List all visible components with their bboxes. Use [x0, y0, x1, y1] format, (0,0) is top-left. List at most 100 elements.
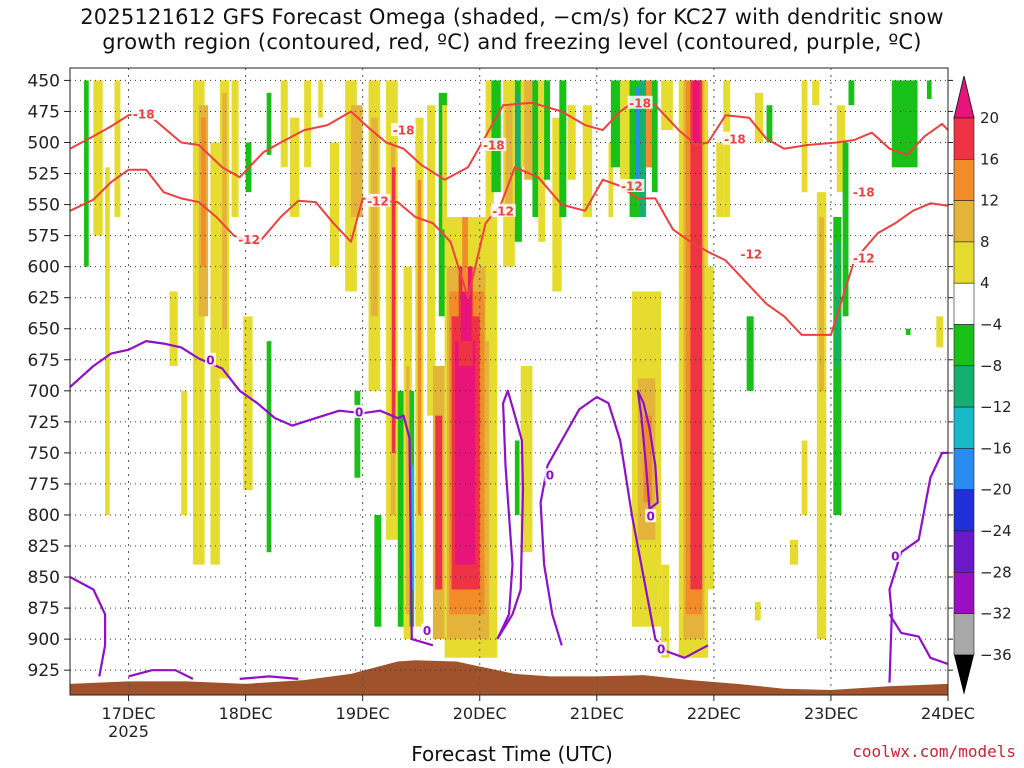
colorbar-label-6: −8 — [980, 357, 1002, 375]
omega-cell-42 — [435, 415, 443, 590]
colorbar-label-10: −24 — [980, 522, 1012, 540]
omega-cell-69 — [610, 80, 621, 168]
omega-cell-73 — [638, 80, 646, 217]
y-tick-label-525: 525 — [28, 165, 60, 185]
dgz-contour--18-0 — [69, 98, 949, 181]
colorbar-label-5: −4 — [980, 316, 1002, 334]
x-tick-label-21DEC: 21DEC — [570, 704, 624, 723]
freezing-contour-4 — [69, 576, 107, 677]
freezing-contour-8 — [888, 613, 949, 666]
omega-cell-85 — [692, 80, 700, 143]
contour-label-3: -18 — [629, 96, 651, 110]
contour-label-bg-13 — [353, 404, 365, 418]
colorbar-label-9: −20 — [980, 481, 1012, 499]
contour-label-0: -18 — [133, 107, 155, 121]
omega-cell-59 — [532, 80, 539, 217]
colorbar-label-0: 20 — [980, 109, 999, 127]
omega-cell-74 — [645, 80, 653, 168]
omega-cell-26 — [370, 117, 378, 317]
y-tick-label-650: 650 — [28, 320, 60, 340]
omega-cell-8 — [201, 117, 206, 267]
contour-label-18: 0 — [891, 549, 899, 563]
colorbar-label-8: −16 — [980, 439, 1012, 457]
x-tick-label-22DEC: 22DEC — [687, 704, 741, 723]
omega-cell-68 — [608, 142, 614, 217]
omega-cell-95 — [801, 440, 808, 515]
contour-label-bg-6 — [236, 232, 262, 246]
omega-cell-35 — [411, 465, 415, 590]
source-credit: coolwx.com/models — [852, 742, 1016, 761]
omega-cell-1 — [93, 80, 103, 236]
freezing-contours — [69, 340, 949, 683]
omega-cell-54 — [505, 105, 513, 217]
x-tick-label-20DEC: 20DEC — [453, 704, 507, 723]
omega-cell-65 — [514, 440, 520, 515]
omega-cell-97 — [816, 192, 827, 640]
colorbar-swatch-c8_12 — [953, 200, 975, 243]
omega-cell-63 — [559, 80, 567, 217]
omega-cell-24 — [354, 390, 361, 478]
contour-label-bg-3 — [627, 95, 653, 109]
y-tick-label-450: 450 — [28, 71, 60, 91]
contour-label-bg-18 — [889, 548, 901, 562]
colorbar-swatch-cm12_m16 — [953, 406, 975, 449]
colorbar-bottom-arrow — [954, 654, 974, 695]
contour-label-2: -18 — [483, 138, 505, 152]
omega-cell-38 — [427, 105, 436, 416]
omega-cell-13 — [243, 316, 253, 491]
freezing-contour-6 — [239, 675, 299, 680]
y-tick-label-875: 875 — [28, 599, 60, 619]
y-tick-label-900: 900 — [28, 630, 60, 650]
contour-label-bg-15 — [544, 468, 556, 482]
contour-label-bg-8 — [490, 203, 516, 217]
omega-shading-layer — [84, 80, 944, 658]
y-tick-label-600: 600 — [28, 258, 60, 278]
y-tick-label-800: 800 — [28, 506, 60, 526]
omega-cell-80 — [661, 564, 670, 658]
omega-cell-27 — [374, 514, 382, 627]
contour-label-12: 0 — [206, 353, 214, 367]
y-tick-label-750: 750 — [28, 444, 60, 464]
contour-label-bg-12 — [204, 352, 216, 366]
omega-cell-106 — [926, 80, 932, 100]
contour-label-bg-10 — [738, 247, 764, 261]
colorbar-label-4: 4 — [980, 274, 990, 292]
omega-cell-15 — [266, 92, 272, 155]
y-axis: 450 475 500 525 550 575 600 625 650 675 700 725 750 7… — [28, 71, 953, 681]
freezing-contour-7 — [888, 451, 948, 683]
omega-cell-62 — [552, 117, 562, 292]
omega-cell-23 — [350, 105, 363, 217]
y-tick-label-675: 675 — [28, 351, 60, 371]
colorbar-swatch-c12_16 — [953, 159, 975, 201]
omega-cell-103 — [848, 80, 855, 106]
omega-cell-0 — [84, 80, 89, 267]
omega-cell-18 — [290, 117, 300, 217]
colorbar-swatch-cm24_m28 — [953, 530, 975, 573]
colorbar-label-7: −12 — [980, 398, 1012, 416]
omega-cell-104 — [891, 80, 918, 168]
omega-cell-37 — [417, 179, 422, 515]
omega-cell-49 — [461, 266, 472, 342]
contour-label-bg-11 — [851, 250, 877, 264]
omega-cell-19 — [304, 80, 312, 168]
omega-cell-89 — [746, 316, 754, 391]
contour-label-15: 0 — [546, 469, 554, 483]
freezing-contour-1 — [496, 389, 525, 640]
colorbar-label-1: 16 — [980, 150, 999, 168]
omega-cell-71 — [629, 80, 639, 217]
omega-cell-87 — [716, 142, 724, 217]
colorbar-label-3: 8 — [980, 233, 990, 251]
omega-cell-64 — [520, 365, 533, 553]
freezing-contour-3 — [636, 389, 659, 510]
omega-cell-101 — [835, 241, 841, 366]
contour-label-bg-7 — [365, 193, 391, 207]
omega-cell-92 — [766, 105, 773, 143]
omega-cell-2 — [105, 167, 110, 515]
y-tick-label-475: 475 — [28, 102, 60, 122]
omega-cell-102 — [842, 142, 849, 317]
omega-cell-90 — [754, 92, 764, 143]
y-tick-label-775: 775 — [28, 475, 60, 495]
omega-cell-51 — [485, 80, 494, 342]
omega-cell-84 — [690, 80, 703, 590]
